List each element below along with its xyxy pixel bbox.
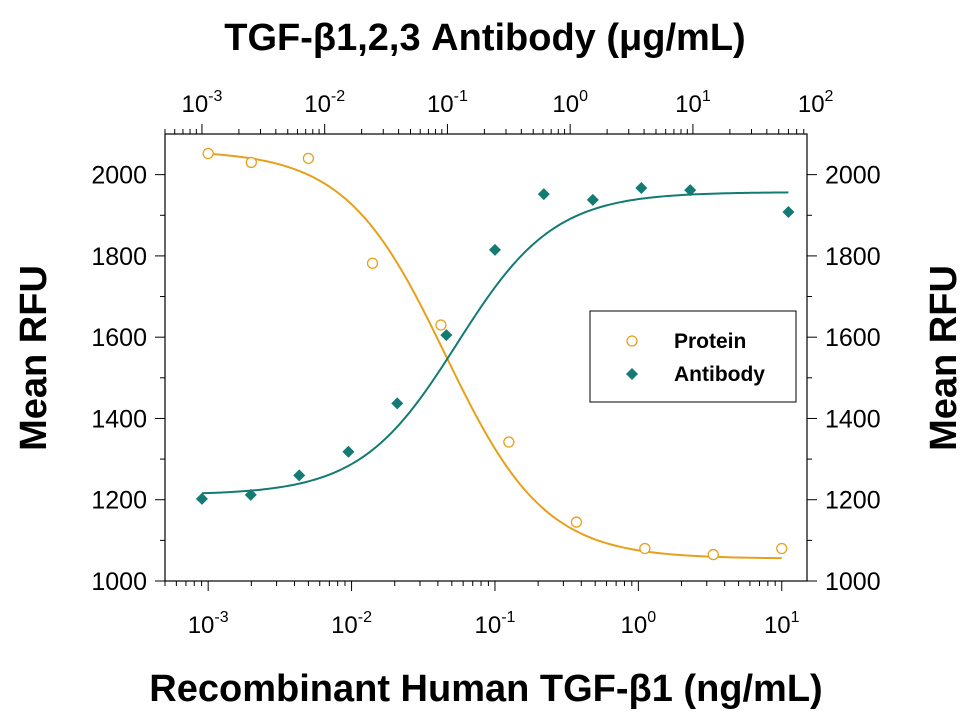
- antibody-point: [488, 243, 501, 256]
- protein-point: [639, 542, 651, 555]
- bottom-axis: 10-3 10-2 10-1 100 101: [164, 581, 800, 639]
- fit-curve-protein: [208, 152, 782, 560]
- protein-point: [245, 156, 257, 169]
- top-tick-label: 102: [798, 88, 834, 118]
- x-axis-label: Recombinant Human TGF-β1 (ng/mL): [149, 668, 822, 710]
- antibody-point: [635, 182, 648, 195]
- legend: Protein Antibody: [589, 310, 797, 403]
- protein-point: [570, 516, 583, 528]
- antibody-point: [342, 445, 355, 458]
- antibody-point: [391, 397, 404, 410]
- antibody-point: [293, 469, 306, 482]
- protein-point: [302, 152, 315, 165]
- top-tick-label: 10-3: [181, 88, 222, 118]
- plot-frame: [164, 133, 808, 582]
- antibody-point: [244, 488, 257, 501]
- top-tick-label: 100: [552, 88, 588, 118]
- left-axis: 1000 1200 1400 1600 1800 2000: [91, 162, 165, 596]
- right-tick-label: 1000: [825, 568, 881, 596]
- protein-point: [366, 257, 379, 269]
- antibody-point: [782, 206, 795, 219]
- data-points: [195, 147, 795, 561]
- bottom-tick-label: 10-1: [474, 609, 515, 639]
- right-tick-label: 2000: [825, 162, 881, 190]
- right-axis: 1000 1200 1400 1600 1800 2000: [807, 162, 881, 596]
- antibody-point: [195, 492, 208, 505]
- left-tick-label: 1200: [91, 487, 147, 515]
- bottom-tick-label: 101: [764, 609, 800, 639]
- protein-point: [503, 436, 515, 448]
- top-tick-label: 10-1: [427, 88, 468, 118]
- protein-point: [435, 319, 447, 331]
- antibody-point: [684, 184, 697, 197]
- y-axis-label-left: Mean RFU: [13, 265, 55, 451]
- legend-box: [589, 310, 797, 403]
- protein-point: [202, 147, 214, 160]
- right-tick-label: 1200: [825, 487, 881, 515]
- y-axis-label-right: Mean RFU: [923, 265, 965, 451]
- top-tick-label: 10-2: [304, 88, 345, 118]
- left-tick-label: 1400: [91, 405, 147, 433]
- right-tick-label: 1800: [825, 243, 881, 271]
- protein-point: [776, 542, 788, 555]
- protein-point: [707, 548, 719, 561]
- legend-antibody-label: Antibody: [674, 363, 765, 386]
- right-tick-label: 1600: [825, 324, 881, 352]
- antibody-point: [440, 329, 453, 342]
- right-tick-label: 1400: [825, 405, 881, 433]
- legend-antibody-marker: [626, 368, 638, 380]
- legend-protein-marker: [626, 335, 638, 347]
- bottom-tick-label: 10-3: [188, 609, 229, 639]
- left-tick-label: 1000: [91, 568, 147, 596]
- left-tick-label: 1800: [91, 243, 147, 271]
- antibody-point: [586, 193, 599, 206]
- top-tick-label: 101: [675, 88, 711, 118]
- antibody-point: [537, 188, 550, 201]
- left-tick-label: 2000: [91, 162, 147, 190]
- left-tick-label: 1600: [91, 324, 147, 352]
- chart-title: TGF-β1,2,3 Antibody (μg/mL): [224, 17, 745, 59]
- legend-protein-label: Protein: [674, 330, 746, 353]
- bottom-tick-label: 10-2: [331, 609, 372, 639]
- top-axis: 10-3 10-2 10-1 100 101 102: [164, 88, 834, 134]
- bottom-tick-label: 100: [621, 609, 657, 639]
